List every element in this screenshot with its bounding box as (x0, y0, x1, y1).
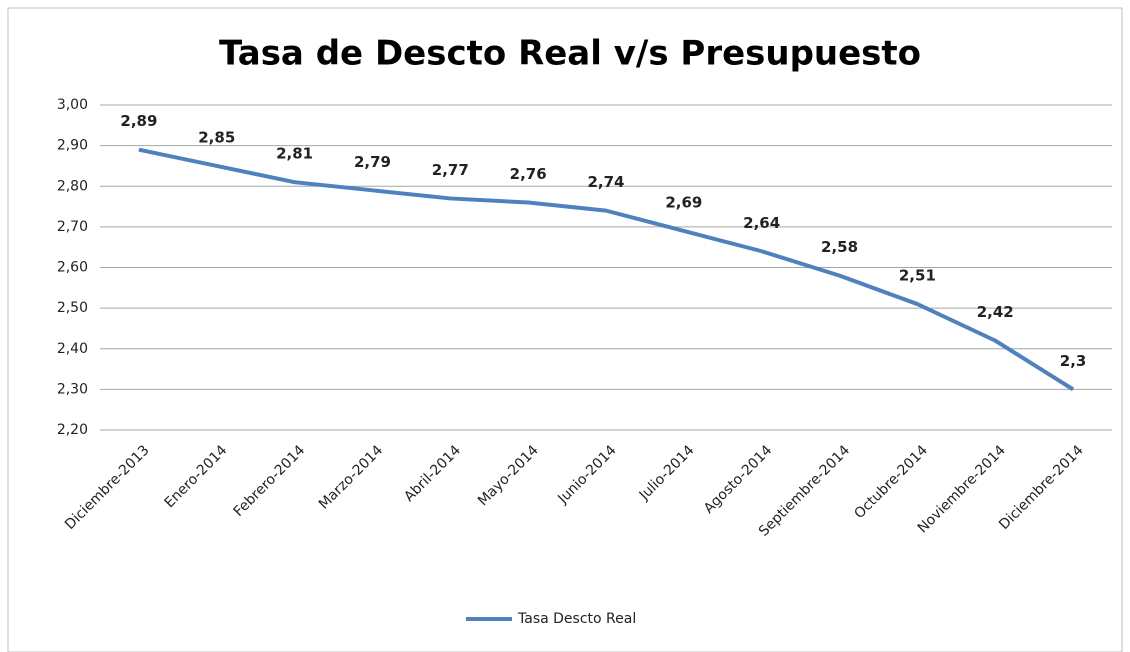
y-tick-label: 2,90 (57, 138, 88, 154)
data-label: 2,64 (743, 214, 780, 232)
data-label: 2,74 (587, 173, 624, 191)
data-label: 2,89 (120, 112, 157, 130)
y-tick-label: 2,60 (57, 260, 88, 276)
data-label: 2,42 (977, 303, 1014, 321)
data-line (138, 147, 1075, 392)
data-label: 2,81 (276, 145, 313, 163)
data-label: 2,69 (665, 193, 702, 211)
legend-label: Tasa Descto Real (517, 611, 636, 627)
y-tick-label: 2,30 (57, 381, 88, 397)
y-tick-label: 2,20 (57, 422, 88, 438)
y-tick-label: 2,40 (57, 341, 88, 357)
data-label: 2,51 (899, 267, 936, 285)
chart-title: Tasa de Descto Real v/s Presupuesto (219, 34, 921, 74)
data-label: 2,77 (432, 161, 469, 179)
data-label: 2,79 (354, 153, 391, 171)
data-label: 2,85 (198, 128, 235, 146)
data-label: 2,3 (1060, 352, 1087, 370)
y-tick-label: 2,80 (57, 178, 88, 194)
y-tick-label: 3,00 (57, 97, 88, 113)
data-label: 2,76 (510, 165, 547, 183)
y-tick-label: 2,70 (57, 219, 88, 235)
y-tick-label: 2,50 (57, 300, 88, 316)
data-label: 2,58 (821, 238, 858, 256)
chart-border (7, 7, 1123, 652)
